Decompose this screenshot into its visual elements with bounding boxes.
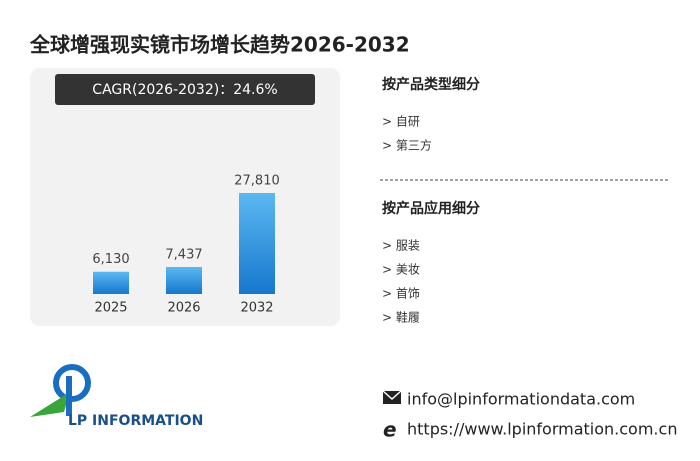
chart-title: 全球增强现实镜市场增长趋势2026-2032 — [29, 33, 410, 57]
x-tick-label: 2025 — [94, 301, 127, 316]
email[interactable]: info@lpinformationdata.com — [407, 390, 635, 409]
bar — [166, 266, 202, 294]
cagr-label: CAGR(2026-2032)：24.6% — [92, 82, 277, 98]
value-label: 7,437 — [165, 247, 202, 262]
segment-title: 按产品应用细分 — [382, 200, 480, 217]
cagr-box — [55, 74, 315, 105]
segment-item: > 服装 — [382, 239, 420, 253]
logo-bar — [66, 376, 72, 416]
x-tick-label: 2026 — [167, 301, 200, 316]
value-label: 6,130 — [92, 252, 129, 267]
web-icon: e — [383, 418, 397, 442]
bar — [239, 193, 275, 294]
segment-item: > 首饰 — [382, 287, 420, 301]
logo-swoosh — [30, 392, 70, 417]
logo-text: LP INFORMATION — [68, 413, 203, 429]
segment-title: 按产品类型细分 — [382, 76, 480, 93]
segment-item: > 美妆 — [382, 263, 420, 277]
bar — [93, 271, 129, 294]
logo: LP INFORMATION — [30, 364, 203, 429]
website[interactable]: https://www.lpinformation.com.cn — [407, 420, 677, 439]
segment-item: > 自研 — [382, 115, 420, 129]
segment-item: > 鞋履 — [382, 310, 420, 325]
email-icon-flap — [382, 390, 402, 401]
x-tick-label: 2032 — [240, 301, 273, 316]
value-label: 27,810 — [234, 174, 280, 189]
segment-item: > 第三方 — [382, 138, 432, 153]
